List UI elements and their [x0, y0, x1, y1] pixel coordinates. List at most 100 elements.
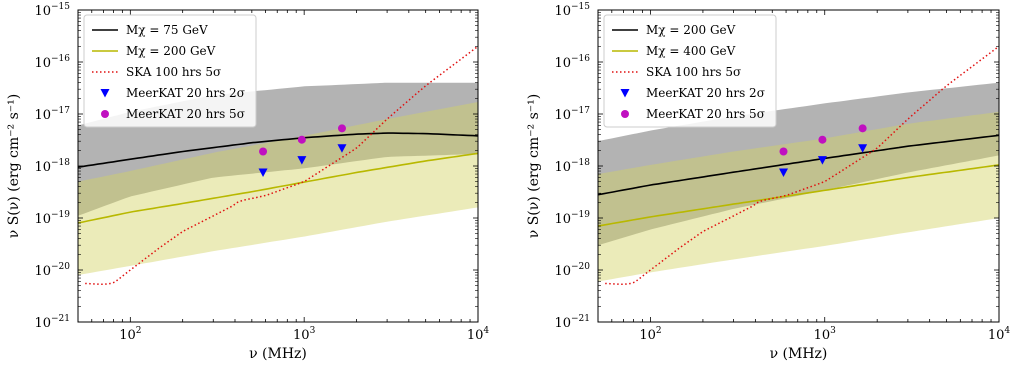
legend-entry-label: SKA 100 hrs 5σ: [646, 65, 741, 79]
y-tick-label: 10−21: [554, 314, 590, 331]
y-tick-label-exponent: −21: [571, 314, 590, 324]
legend-swatch: [101, 110, 109, 118]
y-tick-label: 10−19: [34, 210, 70, 227]
meerkat-2sigma-point: [817, 156, 827, 165]
meerkat-2sigma-point: [858, 144, 868, 153]
y-tick-label: 10−17: [34, 106, 70, 123]
x-tick-label-exponent: 2: [656, 326, 662, 336]
legend-entry-label: Mχ = 75 GeV: [126, 23, 208, 37]
y-axis-label: ν S(ν) (erg cm⁻² s⁻¹): [6, 94, 22, 239]
x-tick-label-base: 10: [639, 328, 656, 343]
y-tick-label-exponent: −15: [571, 2, 590, 12]
x-tick-label-exponent: 4: [483, 326, 489, 336]
x-tick-label: 103: [293, 326, 316, 343]
y-tick-label-base: 10: [554, 212, 571, 227]
series-line-3: [85, 45, 478, 285]
y-tick-label-base: 10: [554, 160, 571, 175]
meerkat-5sigma-point: [858, 124, 867, 133]
y-tick-label-base: 10: [34, 108, 51, 123]
y-tick-label: 10−20: [554, 262, 590, 279]
uncertainty-band-2: [78, 102, 478, 275]
y-tick-label-base: 10: [34, 4, 51, 19]
series-line-2: [78, 152, 478, 224]
y-tick-label-base: 10: [554, 4, 571, 19]
y-tick-label-exponent: −16: [51, 54, 70, 64]
x-axis-label: ν (MHz): [249, 346, 307, 362]
x-tick-label: 104: [988, 326, 1011, 343]
meerkat-5sigma-point: [337, 124, 346, 133]
y-tick-label-exponent: −18: [571, 158, 590, 168]
y-tick-label-base: 10: [554, 56, 571, 71]
y-tick-label-exponent: −18: [51, 158, 70, 168]
x-tick-label-exponent: 3: [830, 326, 836, 336]
y-tick-label-exponent: −19: [571, 210, 590, 220]
ticks: [597, 9, 1000, 323]
meerkat-2sigma-point: [297, 156, 307, 165]
y-tick-label-exponent: −21: [51, 314, 70, 324]
y-tick-label: 10−17: [554, 106, 590, 123]
meerkat-2sigma-point: [337, 144, 347, 153]
y-tick-label-exponent: −17: [571, 106, 590, 116]
y-tick-label: 10−18: [554, 158, 590, 175]
legend-entry-label: Mχ = 400 GeV: [646, 44, 736, 58]
y-tick-label: 10−16: [34, 54, 70, 71]
legend-entry-label: MeerKAT 20 hrs 5σ: [646, 107, 765, 121]
ticks: [77, 9, 479, 323]
legend-swatch: [620, 89, 630, 98]
series-line-1: [598, 134, 999, 196]
legend: Mχ = 75 GeV Mχ = 200 GeV SKA 100 hrs 5σ Mee…: [83, 14, 257, 128]
legend-entry-label: MeerKAT 20 hrs 2σ: [646, 86, 765, 100]
y-tick-label-exponent: −16: [571, 54, 590, 64]
x-tick-label-exponent: 2: [136, 326, 142, 336]
legend-entry-label: MeerKAT 20 hrs 5σ: [126, 107, 245, 121]
y-tick-label: 10−15: [554, 2, 590, 19]
meerkat-5sigma-point: [818, 135, 827, 144]
x-tick-label-base: 10: [467, 328, 484, 343]
legend-box: [603, 14, 777, 128]
y-tick-label-base: 10: [34, 316, 51, 331]
x-tick-label-base: 10: [814, 328, 831, 343]
y-axis-label: ν S(ν) (erg cm⁻² s⁻¹): [526, 94, 542, 239]
legend-swatch: [621, 110, 629, 118]
meerkat-5sigma-point: [297, 135, 306, 144]
y-tick-label: 10−18: [34, 158, 70, 175]
y-tick-label-exponent: −17: [51, 106, 70, 116]
y-tick-label-exponent: −15: [51, 2, 70, 12]
series-line-3: [605, 45, 999, 285]
y-tick-label-base: 10: [34, 264, 51, 279]
x-tick-label-base: 10: [293, 328, 310, 343]
y-tick-label-base: 10: [34, 160, 51, 175]
meerkat-2sigma-point: [258, 168, 268, 177]
y-tick-label: 10−15: [34, 2, 70, 19]
x-tick-label-exponent: 4: [1004, 326, 1010, 336]
y-tick-label-base: 10: [34, 56, 51, 71]
meerkat-2sigma-point: [779, 168, 789, 177]
legend-entry-label: Mχ = 200 GeV: [126, 44, 216, 58]
x-tick-label: 103: [814, 326, 837, 343]
legend-swatch: [100, 89, 110, 98]
y-tick-label: 10−21: [34, 314, 70, 331]
y-tick-label-base: 10: [554, 108, 571, 123]
x-axis-label: ν (MHz): [770, 346, 828, 362]
uncertainty-band-2: [598, 111, 999, 282]
legend-box: [83, 14, 257, 128]
y-tick-label: 10−16: [554, 54, 590, 71]
y-tick-label-exponent: −19: [51, 210, 70, 220]
y-tick-label-base: 10: [554, 264, 571, 279]
series-line-2: [598, 164, 999, 227]
legend: Mχ = 200 GeV Mχ = 400 GeV SKA 100 hrs 5σ Me…: [603, 14, 777, 128]
panel-1: 102 103 10410−2110−2010−1910−1810−1710−161…: [6, 2, 489, 362]
y-tick-label-exponent: −20: [571, 262, 590, 272]
y-tick-label-base: 10: [554, 316, 571, 331]
legend-entry-label: Mχ = 200 GeV: [646, 23, 736, 37]
x-tick-label: 102: [119, 326, 141, 343]
legend-entry-label: SKA 100 hrs 5σ: [126, 65, 221, 79]
series-line-1: [78, 132, 478, 168]
panel-2: 102 103 10410−2110−2010−1910−1810−1710−161…: [526, 2, 1010, 362]
x-tick-label-base: 10: [988, 328, 1005, 343]
x-tick-label: 104: [467, 326, 490, 343]
y-tick-label-base: 10: [34, 212, 51, 227]
y-tick-label: 10−20: [34, 262, 70, 279]
x-tick-label-exponent: 3: [310, 326, 316, 336]
